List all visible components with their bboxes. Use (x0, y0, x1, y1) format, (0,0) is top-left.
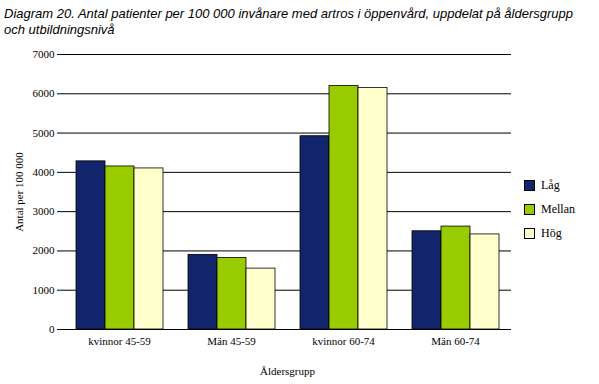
svg-text:5000: 5000 (33, 127, 56, 139)
svg-text:Män 60-74: Män 60-74 (431, 335, 480, 347)
svg-text:kvinnor 60-74: kvinnor 60-74 (312, 335, 375, 347)
svg-text:kvinnor 45-59: kvinnor 45-59 (88, 335, 151, 347)
svg-text:1000: 1000 (33, 284, 56, 296)
html-text:Diagram 20. Antal patienter pe: Diagram 20. Antal patienter per 100 000 … (4, 6, 573, 37)
svg-text:Åldersgrupp: Åldersgrupp (260, 365, 315, 377)
html-text:Hög: Hög (541, 226, 562, 240)
svg-text:4000: 4000 (33, 166, 56, 178)
svg-text:Antal per 100 000: Antal per 100 000 (13, 152, 25, 232)
svg-text:7000: 7000 (33, 48, 56, 60)
svg-text:3000: 3000 (33, 205, 56, 217)
html-text:Låg: Låg (541, 178, 560, 192)
svg-text:6000: 6000 (33, 87, 56, 99)
svg-text:2000: 2000 (33, 244, 56, 256)
svg-text:0: 0 (49, 323, 55, 335)
html-text:Mellan: Mellan (541, 202, 575, 216)
svg-text:Män 45-59: Män 45-59 (207, 335, 256, 347)
